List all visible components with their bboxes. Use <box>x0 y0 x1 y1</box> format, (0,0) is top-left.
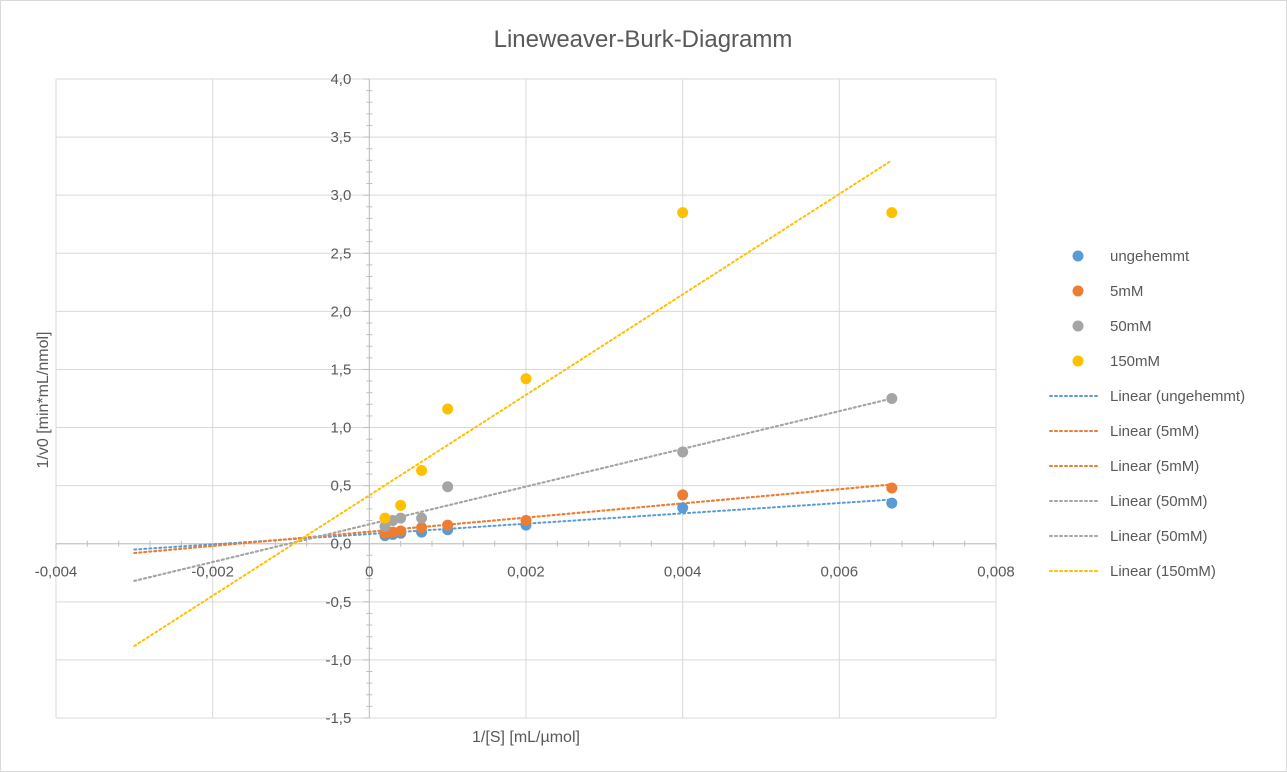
data-point-150mm <box>677 207 689 219</box>
legend-label: 5mM <box>1110 283 1143 300</box>
legend-label: Linear (ungehemmt) <box>1110 388 1245 405</box>
data-point-5mm <box>677 489 689 501</box>
x-tick-label: -0,002 <box>191 564 234 581</box>
x-tick-label: -0,004 <box>35 564 78 581</box>
data-point-150mm <box>442 403 454 415</box>
y-tick-label: 0,0 <box>330 536 351 553</box>
y-tick-label: 3,0 <box>330 187 351 204</box>
trendline-layer <box>133 159 893 647</box>
point-layer <box>379 207 898 542</box>
y-tick-label: 0,5 <box>330 478 351 495</box>
data-point-5mm <box>886 482 898 494</box>
data-point-5mm <box>520 514 532 526</box>
data-point-ungehemmt <box>886 497 898 509</box>
data-point-50mm <box>416 512 428 524</box>
legend-label: Linear (5mM) <box>1110 423 1199 440</box>
data-point-50mm <box>677 446 689 458</box>
data-point-150mm <box>379 512 391 524</box>
y-tick-label: -0,5 <box>325 594 351 611</box>
trendline-3 <box>133 483 893 555</box>
legend-label: Linear (50mM) <box>1110 493 1208 510</box>
legend-marker-50mm <box>1072 320 1084 332</box>
legend-label: 50mM <box>1110 318 1152 335</box>
data-point-150mm <box>886 207 898 219</box>
data-point-150mm <box>520 373 532 385</box>
y-tick-label: 2,0 <box>330 303 351 320</box>
y-tick-label: -1,0 <box>325 652 351 669</box>
legend-label: Linear (50mM) <box>1110 528 1208 545</box>
y-tick-label: 4,0 <box>330 71 351 88</box>
legend-label: 150mM <box>1110 353 1160 370</box>
legend-marker-150mm <box>1072 355 1084 367</box>
x-axis-title: 1/[S] [mL/µmol] <box>472 729 580 746</box>
data-point-50mm <box>442 481 454 493</box>
data-point-5mm <box>395 525 407 537</box>
data-point-150mm <box>416 465 428 477</box>
y-tick-label: 1,5 <box>330 361 351 378</box>
legend-label: Linear (5mM) <box>1110 458 1199 475</box>
legend-marker-ungehemmt <box>1072 250 1084 262</box>
tick-label-layer: -0,004 -0,002 0 0,002 0,004 0,006 0,008 -1,5 -1,… <box>35 71 1015 727</box>
x-tick-label: 0,002 <box>507 564 545 581</box>
x-tick-label: 0 <box>365 564 373 581</box>
y-tick-label: -1,5 <box>325 710 351 727</box>
axis-layer <box>55 78 997 719</box>
data-point-5mm <box>416 521 428 533</box>
data-point-ungehemmt <box>677 502 689 514</box>
legend-label: Linear (150mM) <box>1110 563 1216 580</box>
x-tick-label: 0,006 <box>821 564 859 581</box>
y-tick-label: 3,5 <box>330 129 351 146</box>
legend-marker-5mm <box>1072 285 1084 297</box>
data-point-5mm <box>442 519 454 531</box>
data-point-50mm <box>379 520 391 532</box>
chart-title: Lineweaver-Burk-Diagramm <box>494 26 793 53</box>
y-tick-label: 1,0 <box>330 420 351 437</box>
trendline-6 <box>133 159 893 647</box>
legend: ungehemmt 5mM 50mM 150mM Linear (ungehemmt) L… <box>1049 248 1245 580</box>
trendline-5 <box>133 397 893 582</box>
data-point-50mm <box>886 393 898 404</box>
x-tick-label: 0,004 <box>664 564 702 581</box>
data-point-150mm <box>395 499 407 511</box>
y-axis-title: 1/v0 [min*mL/nmol] <box>35 332 52 469</box>
data-point-50mm <box>395 512 407 524</box>
y-tick-label: 2,5 <box>330 245 351 262</box>
legend-label: ungehemmt <box>1110 248 1190 265</box>
x-tick-label: 0,008 <box>977 564 1015 581</box>
